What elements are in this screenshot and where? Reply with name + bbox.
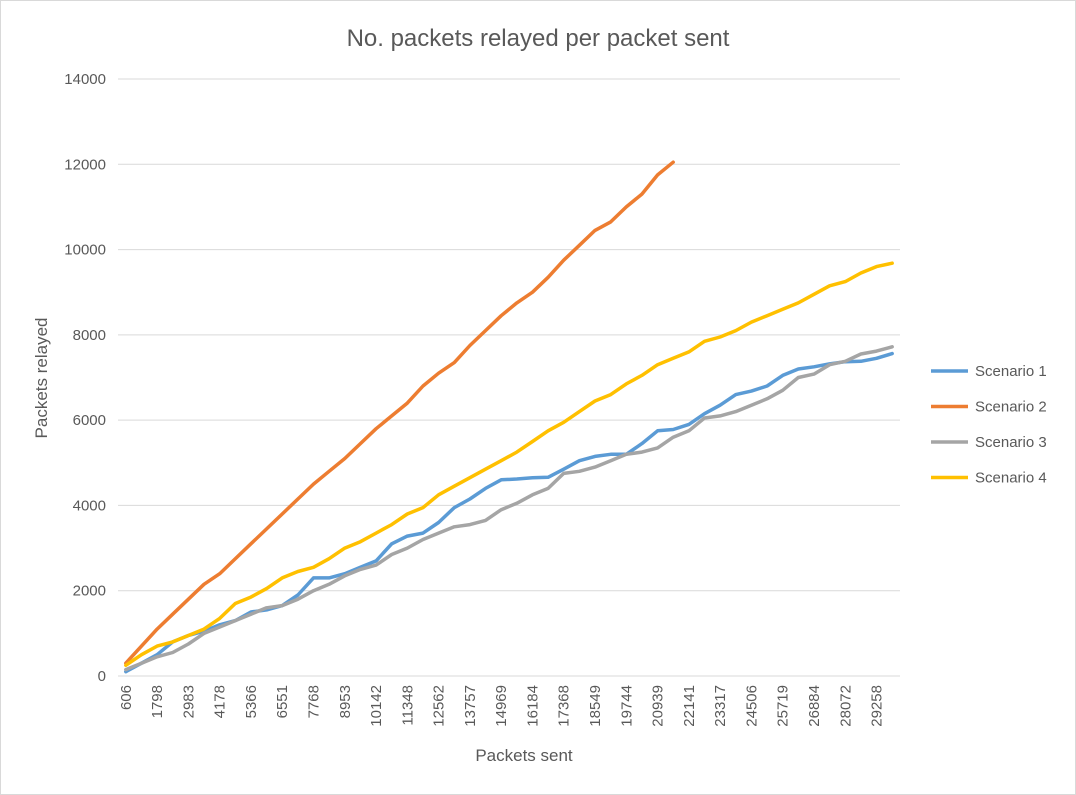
- y-axis-ticks: 0 2000 4000 6000 8000 10000 12000 14000: [64, 71, 106, 685]
- x-tick-label: 2983: [180, 685, 197, 718]
- x-axis-label: Packets sent: [475, 746, 573, 765]
- x-tick-label: 4178: [212, 685, 229, 718]
- x-tick-label: 19744: [618, 685, 635, 727]
- y-tick-label: 14000: [64, 71, 106, 88]
- x-tick-label: 16184: [524, 685, 541, 727]
- x-axis-ticks: 606 1798 2983 4178 5366 6551 7768 8953 10142 1134…: [118, 685, 886, 727]
- x-tick-label: 28072: [837, 685, 854, 727]
- gridlines: [118, 78, 900, 677]
- legend-label-scenario-2: Scenario 2: [975, 399, 1047, 416]
- y-axis-label: Packets relayed: [32, 318, 51, 439]
- x-tick-label: 5366: [243, 685, 260, 718]
- x-tick-label: 17368: [556, 685, 573, 727]
- x-tick-label: 22141: [681, 685, 698, 727]
- legend-label-scenario-4: Scenario 4: [975, 470, 1047, 487]
- series-lines: [124, 160, 894, 674]
- x-tick-label: 29258: [869, 685, 886, 727]
- x-tick-label: 7768: [306, 685, 323, 718]
- x-tick-label: 6551: [274, 685, 291, 718]
- x-tick-label: 20939: [650, 685, 667, 727]
- y-tick-label: 12000: [64, 156, 106, 173]
- x-tick-label: 8953: [337, 685, 354, 718]
- y-tick-label: 0: [98, 668, 106, 685]
- legend-label-scenario-3: Scenario 3: [975, 434, 1047, 451]
- x-tick-label: 1798: [149, 685, 166, 718]
- x-tick-label: 12562: [431, 685, 448, 727]
- legend-label-scenario-1: Scenario 1: [975, 363, 1047, 380]
- y-tick-label: 6000: [73, 412, 106, 429]
- x-tick-label: 606: [118, 685, 135, 710]
- series-line-scenario-4: [124, 261, 894, 668]
- legend: Scenario 1 Scenario 2 Scenario 3 Scenario 4: [931, 363, 1047, 487]
- x-tick-label: 10142: [368, 685, 385, 727]
- chart-title: No. packets relayed per packet sent: [347, 25, 730, 52]
- x-tick-label: 14969: [493, 685, 510, 727]
- series-line-scenario-3: [124, 345, 894, 672]
- y-tick-label: 2000: [73, 583, 106, 600]
- x-tick-label: 11348: [399, 685, 416, 726]
- x-tick-label: 26884: [806, 685, 823, 727]
- y-tick-label: 8000: [73, 327, 106, 344]
- y-tick-label: 10000: [64, 242, 106, 259]
- y-tick-label: 4000: [73, 497, 106, 514]
- x-tick-label: 25719: [775, 685, 792, 727]
- series-line-scenario-2: [124, 160, 675, 665]
- x-tick-label: 13757: [462, 685, 479, 727]
- x-tick-label: 24506: [743, 685, 760, 727]
- x-tick-label: 23317: [712, 685, 729, 727]
- x-tick-label: 18549: [587, 685, 604, 727]
- series-line-scenario-1: [124, 351, 894, 674]
